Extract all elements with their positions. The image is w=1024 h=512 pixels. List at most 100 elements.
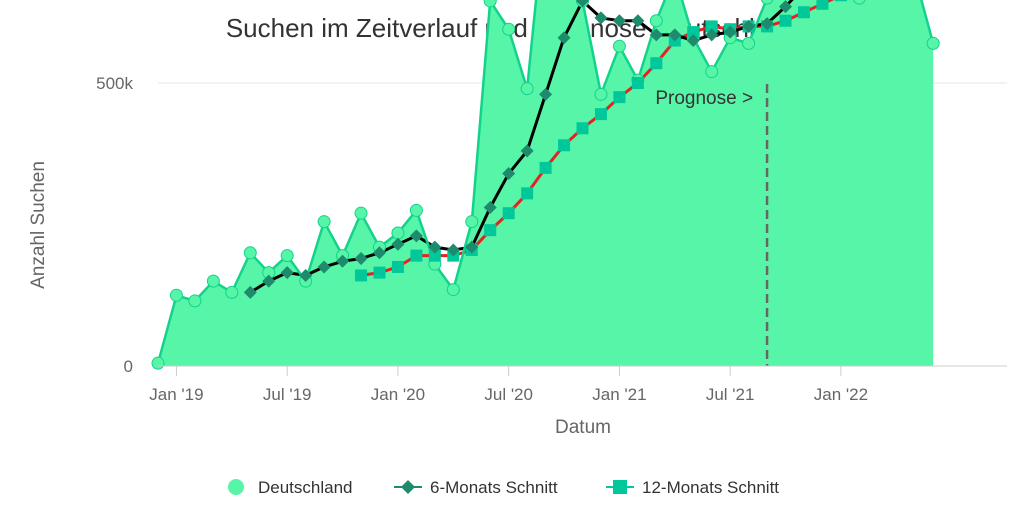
legend-label: Deutschland [258,478,353,497]
y-tick-label: 0 [124,357,133,376]
y-tick-label: 500k [96,74,133,93]
6-monats-schnitt-point [502,167,516,181]
x-axis-title: Datum [555,417,611,438]
6-monats-schnitt-point [631,14,645,28]
deutschland-point [926,36,940,50]
6-monats-schnitt-point [317,260,331,274]
deutschland-point [853,0,866,5]
area-layer [158,0,934,366]
6-monats-schnitt-point [446,243,460,257]
6-monats-schnitt-point [520,144,534,158]
deutschland-point [760,0,774,5]
x-tick-label: Jul '19 [263,385,312,404]
deutschland-point [705,65,719,79]
deutschland-point [151,356,165,370]
x-tick-label: Jan '19 [149,385,203,404]
6-monats-schnitt-point [299,268,313,282]
6-monats-schnitt-point [723,25,737,39]
12-monats-schnitt-point [539,161,552,174]
y-axis: 0 500k [96,74,133,376]
deutschland-point [225,285,239,299]
6-monats-schnitt-point [336,254,350,268]
6-monats-schnitt-point [779,0,793,14]
legend-label: 12-Monats Schnitt [642,478,779,497]
12-monats-schnitt-point [779,14,792,27]
deutschland-area [158,0,934,366]
12-monats-schnitt-point [410,249,423,262]
forecast-label: Prognose > [655,88,753,109]
12-monats-schnitt-point [558,139,571,152]
6-monats-schnitt-point [760,17,774,31]
deutschland-point [188,294,202,308]
deutschland-point [409,203,423,217]
6-monats-schnitt-point [243,285,257,299]
12-monats-schnitt-point [428,249,441,262]
deutschland-point [317,215,331,229]
deutschland-point [446,283,460,297]
12-monats-schnitt-point [576,122,589,135]
x-tick-label: Jan '20 [371,385,425,404]
y-axis-title: Anzahl Suchen [28,161,49,289]
12-monats-schnitt-point [373,266,386,279]
legend-item[interactable]: 12-Monats Schnitt [606,478,779,497]
deutschland-point [483,0,497,8]
12-monats-schnitt-point [687,26,700,39]
legend-item[interactable]: 6-Monats Schnitt [394,478,558,497]
6-monats-schnitt-point [409,229,423,243]
forecast-layer: Prognose > [655,84,769,366]
legend-marker-circle [228,479,244,495]
6-monats-schnitt-point [557,31,571,45]
deutschland-point [520,82,534,96]
x-tick-label: Jan '21 [592,385,646,404]
12-monats-schnitt-point [502,207,515,220]
12-monats-schnitt-point [484,224,497,237]
6-monats-schnitt-point [428,240,442,254]
x-tick-label: Jan '22 [814,385,868,404]
legend-marker-diamond [401,480,415,494]
x-tick-label: Jul '21 [706,385,755,404]
deutschland-point [612,39,626,53]
deutschland-point [206,274,220,288]
12-monats-schnitt-point [705,20,718,33]
markers-layer [151,0,940,370]
6-monats-schnitt-point [262,274,276,288]
legend-label: 6-Monats Schnitt [430,478,558,497]
6-monats-schnitt-point [705,28,719,42]
6-monats-schnitt-point [391,237,405,251]
12-monats-schnitt-point [816,0,829,10]
x-tick-label: Jul '20 [484,385,533,404]
6-monats-schnitt-point [280,266,294,280]
6-monats-schnitt-point [539,87,553,101]
12-monats-schnitt-point [631,77,644,89]
deutschland-point [649,14,663,28]
6-monats-schnitt-point [742,19,756,33]
deutschland-point [391,226,405,240]
deutschland-point [502,22,516,36]
legend: Deutschland 6-Monats Schnitt 12-Monats Sch… [228,478,779,497]
12-monats-schnitt-point [613,91,626,104]
deutschland-point [742,36,756,50]
6-monats-schnitt-point [668,28,682,42]
deutschland-point [169,288,183,302]
deutschland-point [280,249,294,263]
12-monats-schnitt-point [594,108,607,121]
6-monats-schnitt-point [483,201,497,215]
6-monats-schnitt-point [594,11,608,25]
deutschland-point [354,206,368,220]
x-axis: Jan '19 Jul '19 Jan '20 Jul '20 Jan '21 Jul '… [149,365,1007,404]
6-monats-schnitt-point [372,246,386,260]
12-monats-schnitt-point [391,260,404,273]
legend-item[interactable]: Deutschland [228,478,353,497]
6-monats-schnitt-point [576,0,589,8]
6-monats-schnitt-point [649,28,663,42]
deutschland-point [465,215,479,229]
12-monats-schnitt-point [834,0,847,2]
deutschland-point [243,246,257,260]
12-monats-schnitt-point [521,187,534,200]
12-monats-schnitt-point [355,269,368,282]
12-monats-schnitt-point [797,6,810,19]
12-monats-schnitt-point [650,57,663,70]
6-monats-schnitt-point [612,14,626,28]
6-monats-schnitt-point [465,240,479,254]
